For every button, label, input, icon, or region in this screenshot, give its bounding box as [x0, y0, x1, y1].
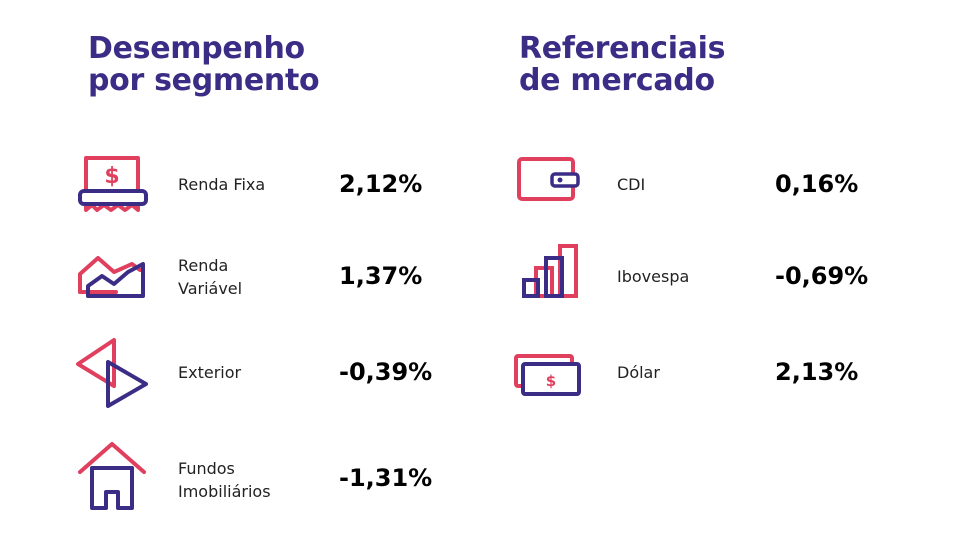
- segment-value: 2,12%: [339, 170, 423, 198]
- house-icon: [78, 442, 146, 510]
- segment-label: Exterior: [178, 361, 241, 384]
- benchmark-value: 2,13%: [775, 358, 859, 386]
- market-benchmarks-heading: Referenciais de mercado: [519, 31, 726, 98]
- segment-label-line: Imobiliários: [178, 482, 271, 501]
- segment-label-line: Variável: [178, 279, 243, 298]
- benchmark-label: Dólar: [617, 363, 660, 382]
- segment-value: -1,31%: [339, 464, 433, 492]
- heading-line: de mercado: [519, 63, 715, 98]
- heading-line: por segmento: [88, 63, 320, 98]
- segment-value: -0,39%: [339, 358, 433, 386]
- segment-label-line: Fundos: [178, 459, 235, 478]
- benchmark-value: 0,16%: [775, 170, 859, 198]
- wallet-icon: [517, 157, 580, 201]
- variable-income-chart-icon: [78, 256, 145, 298]
- exchange-arrows-icon: [76, 338, 148, 408]
- benchmark-value: -0,69%: [775, 262, 869, 290]
- currency-symbol: $: [104, 164, 119, 189]
- segment-label: Renda Fixa: [178, 173, 265, 196]
- segment-label-line: Exterior: [178, 363, 242, 382]
- segment-label-line: Renda Fixa: [178, 175, 266, 194]
- bar-chart-icon: [522, 244, 578, 298]
- segment-value: 1,37%: [339, 262, 423, 290]
- benchmark-label: Ibovespa: [617, 267, 690, 286]
- segment-performance-heading: Desempenho por segmento: [88, 31, 320, 98]
- segment-label: Fundos Imobiliários: [178, 457, 271, 503]
- segment-label: Renda Variável: [178, 254, 242, 300]
- benchmark-label: CDI: [617, 175, 646, 194]
- segment-label-line: Renda: [178, 256, 229, 275]
- heading-line: Referenciais: [519, 31, 726, 66]
- currency-symbol: $: [546, 372, 556, 390]
- banknote-icon: $: [514, 354, 581, 396]
- heading-line: Desempenho: [88, 31, 305, 66]
- receipt-dollar-icon: $: [78, 156, 148, 212]
